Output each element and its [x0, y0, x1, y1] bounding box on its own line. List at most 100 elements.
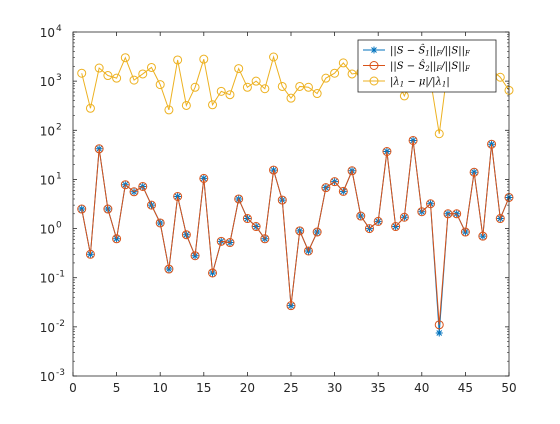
- x-tick-label: 5: [113, 381, 121, 395]
- data-point: [146, 62, 156, 72]
- data-point: [190, 82, 200, 92]
- data-point: [321, 183, 331, 193]
- data-point: [330, 177, 340, 187]
- series-3: [77, 52, 514, 139]
- data-point: [208, 100, 218, 110]
- x-tick-label: 15: [196, 381, 211, 395]
- data-point: [269, 165, 279, 175]
- data-point: [460, 227, 470, 237]
- data-point: [129, 187, 139, 197]
- legend-label-text: |: [446, 77, 449, 88]
- data-point: [225, 90, 235, 100]
- legend-label-subscript: 1: [400, 81, 404, 89]
- legend-label-subscript: 1: [425, 50, 429, 58]
- data-point: [487, 139, 497, 149]
- x-tick-label: 35: [371, 381, 386, 395]
- legend-label-text: − μ|/|λ: [404, 77, 442, 88]
- data-point: [295, 81, 305, 91]
- data-point: [443, 209, 453, 219]
- data-point: [277, 195, 287, 205]
- data-point: [469, 167, 479, 177]
- data-point: [85, 249, 95, 259]
- data-point: [155, 218, 165, 228]
- data-point: [216, 86, 226, 96]
- data-point: [408, 135, 418, 145]
- legend-label-text: ||S − Ŝ: [390, 60, 425, 72]
- legend-marker: [369, 76, 379, 86]
- y-tick-label: 10: [40, 321, 55, 335]
- legend-label-subscript: F: [464, 50, 471, 58]
- legend-label: ||S − Ŝ1||F/||S||F: [390, 45, 471, 58]
- data-point: [216, 236, 226, 246]
- data-point: [120, 53, 130, 63]
- data-point: [234, 194, 244, 204]
- y-tick-exponent: 3: [56, 73, 62, 83]
- data-point: [181, 100, 191, 110]
- legend-label-subscript: F: [435, 65, 442, 73]
- y-tick-label: 10: [40, 173, 55, 187]
- data-point: [321, 73, 331, 83]
- data-point: [434, 129, 444, 139]
- data-point: [452, 209, 462, 219]
- data-point: [364, 224, 374, 234]
- data-point: [155, 80, 165, 90]
- legend-marker: [369, 61, 379, 70]
- data-point: [94, 144, 104, 154]
- data-point: [303, 246, 313, 256]
- data-point: [312, 89, 322, 99]
- y-tick-exponent: -3: [56, 368, 65, 378]
- data-point: [94, 63, 104, 73]
- data-point: [391, 222, 401, 232]
- data-point: [173, 55, 183, 65]
- data-point: [112, 234, 122, 244]
- legend-label-text: ||S − Ŝ: [390, 45, 425, 57]
- x-tick-label: 30: [327, 381, 342, 395]
- data-point: [85, 103, 95, 113]
- legend-marker: [370, 46, 378, 54]
- data-point: [347, 69, 357, 79]
- data-point: [242, 214, 252, 224]
- data-point: [225, 238, 235, 248]
- x-tick-label: 10: [153, 381, 168, 395]
- x-tick-label: 20: [240, 381, 255, 395]
- data-point: [103, 204, 113, 214]
- data-point: [435, 329, 443, 337]
- legend-label-text: |λ: [390, 77, 400, 88]
- data-point: [399, 212, 409, 222]
- data-point: [112, 73, 122, 83]
- data-point: [190, 251, 200, 261]
- data-point: [251, 222, 261, 232]
- y-tick-exponent: -1: [56, 270, 65, 280]
- data-point: [277, 81, 287, 91]
- data-point: [434, 320, 444, 330]
- y-tick-exponent: 1: [56, 171, 62, 181]
- x-tick-label: 25: [283, 381, 298, 395]
- data-point: [260, 84, 270, 94]
- legend-label: |λ1 − μ|/|λ1|: [390, 77, 450, 89]
- data-point: [251, 76, 261, 86]
- y-tick-label: 10: [40, 124, 55, 138]
- data-point: [295, 226, 305, 236]
- legend-label-text: /||S||: [440, 61, 465, 72]
- data-point: [234, 64, 244, 74]
- y-tick-label: 10: [40, 370, 55, 384]
- data-point: [286, 301, 296, 311]
- data-point: [417, 207, 427, 217]
- y-tick-label: 10: [40, 272, 55, 286]
- y-tick-exponent: -2: [56, 319, 65, 329]
- series-3-line: [81, 55, 510, 134]
- data-point: [373, 216, 383, 226]
- data-point: [382, 147, 392, 157]
- data-point: [347, 166, 357, 176]
- data-point: [338, 186, 348, 196]
- legend-entry-2: ||S − Ŝ2||F/||S||F: [363, 60, 471, 73]
- legend-label-text: ||: [430, 46, 437, 57]
- x-tick-label: 45: [458, 381, 473, 395]
- data-point: [77, 204, 87, 214]
- y-tick-exponent: 4: [56, 24, 62, 34]
- legend-entry-3: |λ1 − μ|/|λ1|: [363, 76, 450, 89]
- data-point: [495, 214, 505, 224]
- y-tick-exponent: 0: [56, 221, 62, 231]
